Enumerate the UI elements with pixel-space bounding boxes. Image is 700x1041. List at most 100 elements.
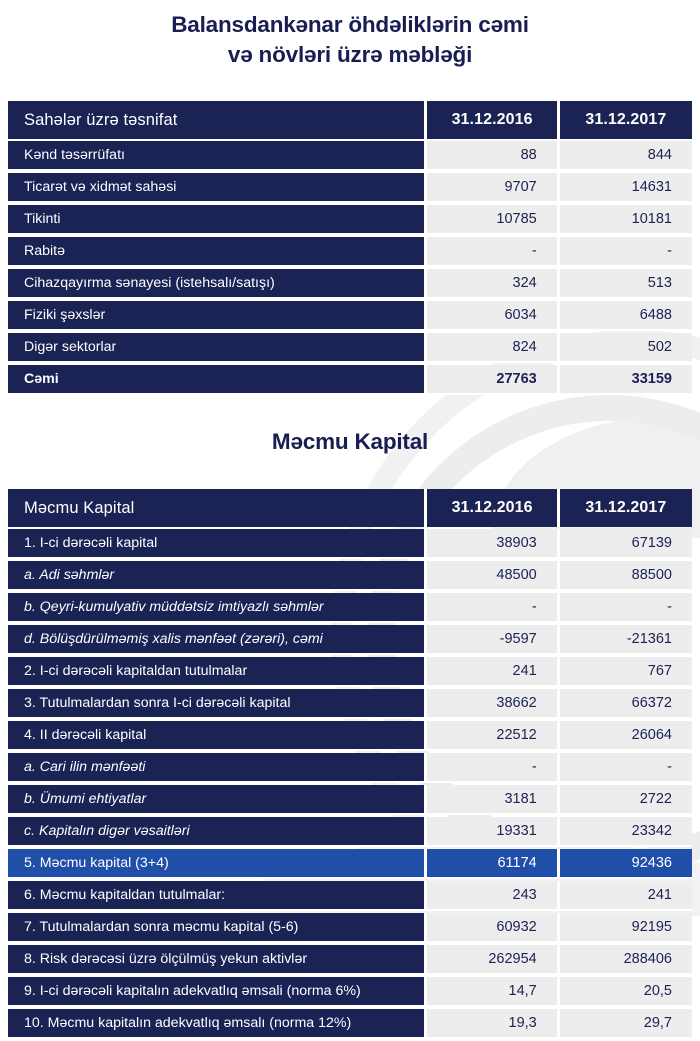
table-row: d. Bölüşdürülməmiş xalis mənfəət (zərəri…: [8, 625, 692, 656]
row-value-2016: 824: [427, 333, 560, 364]
table-row: c. Kapitalın digər vəsaitləri 19331 23342: [8, 817, 692, 848]
row-value-2017: 767: [559, 657, 692, 688]
row-value-2017: -: [559, 593, 692, 624]
row-value-2016: 14,7: [427, 977, 560, 1008]
row-value-2017: -: [559, 237, 692, 268]
row-value-2016: 241: [427, 657, 560, 688]
table-2-header-2016: 31.12.2016: [427, 489, 560, 528]
table-row: Rabitə - -: [8, 237, 692, 268]
table-row: Ticarət və xidmət sahəsi 9707 14631: [8, 173, 692, 204]
table-row: Cihazqayırma sənayesi (istehsalı/satışı)…: [8, 269, 692, 300]
table-row: 2. I-ci dərəcəli kapitaldan tutulmalar 24…: [8, 657, 692, 688]
row-value-2017: 6488: [559, 301, 692, 332]
row-label: 10. Məcmu kapitalın adekvatlıq əmsalı (n…: [8, 1009, 428, 1040]
table-row: 10. Məcmu kapitalın adekvatlıq əmsalı (n…: [8, 1009, 692, 1040]
table-2-header-row: Məcmu Kapital 31.12.2016 31.12.2017: [8, 489, 692, 528]
row-value-2016: 6034: [427, 301, 560, 332]
row-value-2016: -: [427, 593, 560, 624]
row-value-2017: 23342: [559, 817, 692, 848]
row-value-2017: 20,5: [559, 977, 692, 1008]
row-label: 1. I-ci dərəcəli kapital: [8, 529, 428, 560]
row-label: 8. Risk dərəcəsi üzrə ölçülmüş yekun akt…: [8, 945, 428, 976]
row-value-2016: 10785: [427, 205, 560, 236]
row-value-2016: 262954: [427, 945, 560, 976]
table-1-body: Kənd təsərrüfatı 88 844 Ticarət və xidmət s…: [8, 141, 692, 396]
row-value-2016: 48500: [427, 561, 560, 592]
row-label: a. Adi səhmlər: [8, 561, 428, 592]
table-row: 8. Risk dərəcəsi üzrə ölçülmüş yekun akt…: [8, 945, 692, 976]
row-value-2017: 241: [559, 881, 692, 912]
table-row: a. Cari ilin mənfəəti - -: [8, 753, 692, 784]
table-2-header-label: Məcmu Kapital: [8, 489, 428, 528]
row-label: Digər sektorlar: [8, 333, 428, 364]
spacer-after-title-2: [8, 457, 692, 487]
row-value-2017: 288406: [559, 945, 692, 976]
row-value-2017: 92195: [559, 913, 692, 944]
row-label: b. Qeyri-kumulyativ müddətsiz imtiyazlı …: [8, 593, 428, 624]
table-row: b. Ümumi ehtiyatlar 3181 2722: [8, 785, 692, 816]
row-label: Tikinti: [8, 205, 428, 236]
table-row: 9. I-ci dərəcəli kapitalın adekvatlıq əm…: [8, 977, 692, 1008]
table-2-header-2017: 31.12.2017: [559, 489, 692, 528]
section-1-title-line-2: və növləri üzrə məbləği: [227, 41, 473, 67]
row-value-2016: 61174: [427, 849, 560, 880]
table-1-header-row: Sahələr üzrə təsnifat 31.12.2016 31.12.2…: [8, 101, 692, 140]
row-value-2016: 324: [427, 269, 560, 300]
row-value-2017: 14631: [559, 173, 692, 204]
row-value-2016: 9707: [427, 173, 560, 204]
section-2-title-line-1: Məcmu Kapital: [271, 429, 429, 455]
spacer-before-title-2: [8, 397, 692, 427]
off-balance-liabilities-table: Sahələr üzrə təsnifat 31.12.2016 31.12.2…: [8, 99, 692, 397]
table-row: Digər sektorlar 824 502: [8, 333, 692, 364]
row-value-2017: 10181: [559, 205, 692, 236]
spacer-after-title-1: [8, 69, 692, 99]
table-row: b. Qeyri-kumulyativ müddətsiz imtiyazlı …: [8, 593, 692, 624]
row-value-2017: 92436: [559, 849, 692, 880]
row-value-2016: -: [427, 753, 560, 784]
table-row: Tikinti 10785 10181: [8, 205, 692, 236]
row-value-2017: 502: [559, 333, 692, 364]
row-label: c. Kapitalın digər vəsaitləri: [8, 817, 428, 848]
row-label: 5. Məcmu kapital (3+4): [8, 849, 428, 880]
row-value-2016: 243: [427, 881, 560, 912]
row-label: Fiziki şəxslər: [8, 301, 428, 332]
row-label: Cihazqayırma sənayesi (istehsalı/satışı): [8, 269, 428, 300]
row-label: 9. I-ci dərəcəli kapitalın adekvatlıq əm…: [8, 977, 428, 1008]
table-1-header-2017: 31.12.2017: [559, 101, 692, 140]
row-label: Kənd təsərrüfatı: [8, 141, 428, 172]
row-label: d. Bölüşdürülməmiş xalis mənfəət (zərəri…: [8, 625, 428, 656]
row-value-2016: 38903: [427, 529, 560, 560]
row-value-2016: 38662: [427, 689, 560, 720]
row-value-2016: 22512: [427, 721, 560, 752]
table-row: 7. Tutulmalardan sonra məcmu kapital (5-…: [8, 913, 692, 944]
row-value-2017: -21361: [559, 625, 692, 656]
row-value-2016: 19331: [427, 817, 560, 848]
row-value-2016: 60932: [427, 913, 560, 944]
section-2-title-block: Məcmu Kapital: [8, 427, 692, 457]
row-value-2017: -: [559, 753, 692, 784]
total-capital-table: Məcmu Kapital 31.12.2016 31.12.2017 1. I…: [8, 487, 692, 1041]
row-value-2017: 844: [559, 141, 692, 172]
table-row: Fiziki şəxslər 6034 6488: [8, 301, 692, 332]
row-value-2016: 88: [427, 141, 560, 172]
row-label: Cəmi: [8, 365, 428, 396]
table-row: 6. Məcmu kapitaldan tutulmalar: 243 241: [8, 881, 692, 912]
row-label: Ticarət və xidmət sahəsi: [8, 173, 428, 204]
report-page: Balansdankənar öhdəliklərin cəmi və növl…: [8, 12, 692, 1040]
section-1-table-wrapper: Sahələr üzrə təsnifat 31.12.2016 31.12.2…: [8, 99, 692, 397]
table-row: a. Adi səhmlər 48500 88500: [8, 561, 692, 592]
table-row: 5. Məcmu kapital (3+4) 61174 92436: [8, 849, 692, 880]
row-label: 4. II dərəcəli kapital: [8, 721, 428, 752]
row-label: 6. Məcmu kapitaldan tutulmalar:: [8, 881, 428, 912]
row-label: Rabitə: [8, 237, 428, 268]
row-label: 3. Tutulmalardan sonra I-ci dərəcəli kap…: [8, 689, 428, 720]
section-2-table-wrapper: Məcmu Kapital 31.12.2016 31.12.2017 1. I…: [8, 487, 692, 1041]
row-value-2017: 2722: [559, 785, 692, 816]
table-row: 1. I-ci dərəcəli kapital 38903 67139: [8, 529, 692, 560]
table-1-header-label: Sahələr üzrə təsnifat: [8, 101, 428, 140]
row-value-2017: 33159: [559, 365, 692, 396]
row-value-2016: -9597: [427, 625, 560, 656]
table-row: 3. Tutulmalardan sonra I-ci dərəcəli kap…: [8, 689, 692, 720]
row-label: 2. I-ci dərəcəli kapitaldan tutulmalar: [8, 657, 428, 688]
row-value-2016: 27763: [427, 365, 560, 396]
